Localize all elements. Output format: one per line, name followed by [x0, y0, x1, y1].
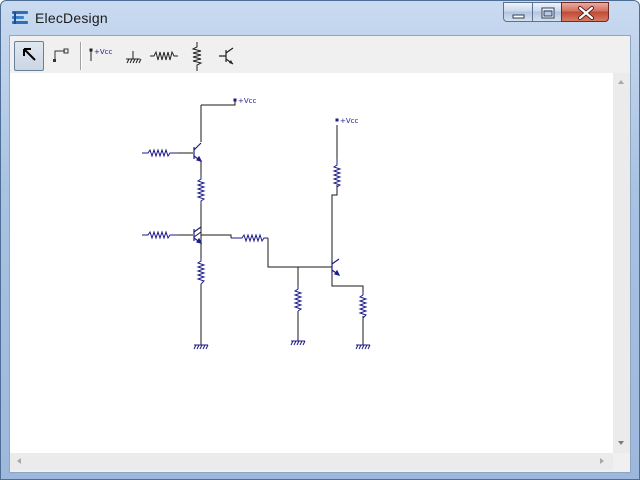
transistor-tool-button[interactable]: [214, 41, 240, 71]
app-icon: [12, 11, 28, 24]
scroll-down-icon[interactable]: [615, 437, 627, 449]
toolbar: +Vcc: [10, 36, 630, 73]
client-area: +Vcc: [9, 35, 631, 473]
size-grip[interactable]: [613, 453, 630, 470]
vertical-scrollbar[interactable]: [613, 73, 630, 453]
arrow-pointer-icon: [23, 48, 36, 61]
transistor-icon: [219, 47, 234, 65]
transistor-q3: [331, 258, 341, 276]
transistors: [193, 142, 341, 276]
resistor-r2: [196, 175, 206, 204]
resistor-r4: [231, 233, 268, 243]
resistor-vertical-icon: [191, 42, 203, 71]
ground-symbols: [193, 340, 371, 350]
ground-icon: [126, 51, 142, 64]
minimize-icon: [512, 14, 525, 19]
svg-text:+Vcc: +Vcc: [340, 117, 359, 125]
wire-icon: [53, 48, 69, 62]
window-title: ElecDesign: [35, 10, 108, 26]
resistor-vertical-tool-button[interactable]: [184, 41, 210, 71]
close-icon: [578, 6, 594, 20]
circuit-schematic: +Vcc +Vcc: [142, 97, 371, 350]
resistor-r8: [358, 292, 368, 319]
select-tool-button[interactable]: [14, 41, 44, 71]
close-button[interactable]: [561, 2, 609, 22]
scroll-left-icon[interactable]: [13, 455, 25, 467]
maximize-icon: [541, 7, 555, 19]
vcc-icon: +Vcc: [89, 48, 113, 61]
toolbar-separator: [80, 42, 82, 70]
scroll-right-icon[interactable]: [596, 455, 608, 467]
resistor-r1: [142, 148, 178, 158]
maximize-button[interactable]: [532, 2, 562, 22]
vcc-tool-button[interactable]: +Vcc: [86, 41, 116, 71]
resistor-r7: [293, 286, 303, 312]
minimize-button[interactable]: [503, 2, 533, 22]
title-bar[interactable]: ElecDesign: [1, 1, 639, 35]
resistor-r5: [196, 258, 206, 285]
transistor-q2: [193, 226, 203, 244]
horizontal-scrollbar[interactable]: [10, 453, 613, 470]
vcc-node-2: +Vcc: [335, 117, 359, 125]
transistor-q1: [193, 142, 203, 162]
resistor-r6: [332, 159, 342, 188]
ground-tool-button[interactable]: [120, 41, 146, 71]
wire-tool-button[interactable]: [48, 41, 74, 71]
schematic-canvas[interactable]: +Vcc +Vcc: [10, 73, 613, 453]
resistor-horizontal-tool-button[interactable]: [148, 41, 180, 71]
resistor-r3: [142, 230, 178, 240]
resistor-horizontal-icon: [150, 50, 178, 61]
scroll-up-icon[interactable]: [615, 76, 627, 88]
vcc-node-1: +Vcc: [233, 97, 257, 105]
wires: [178, 100, 364, 345]
svg-text:+Vcc: +Vcc: [238, 97, 257, 105]
resistors: [142, 148, 368, 319]
svg-text:+Vcc: +Vcc: [94, 48, 113, 56]
